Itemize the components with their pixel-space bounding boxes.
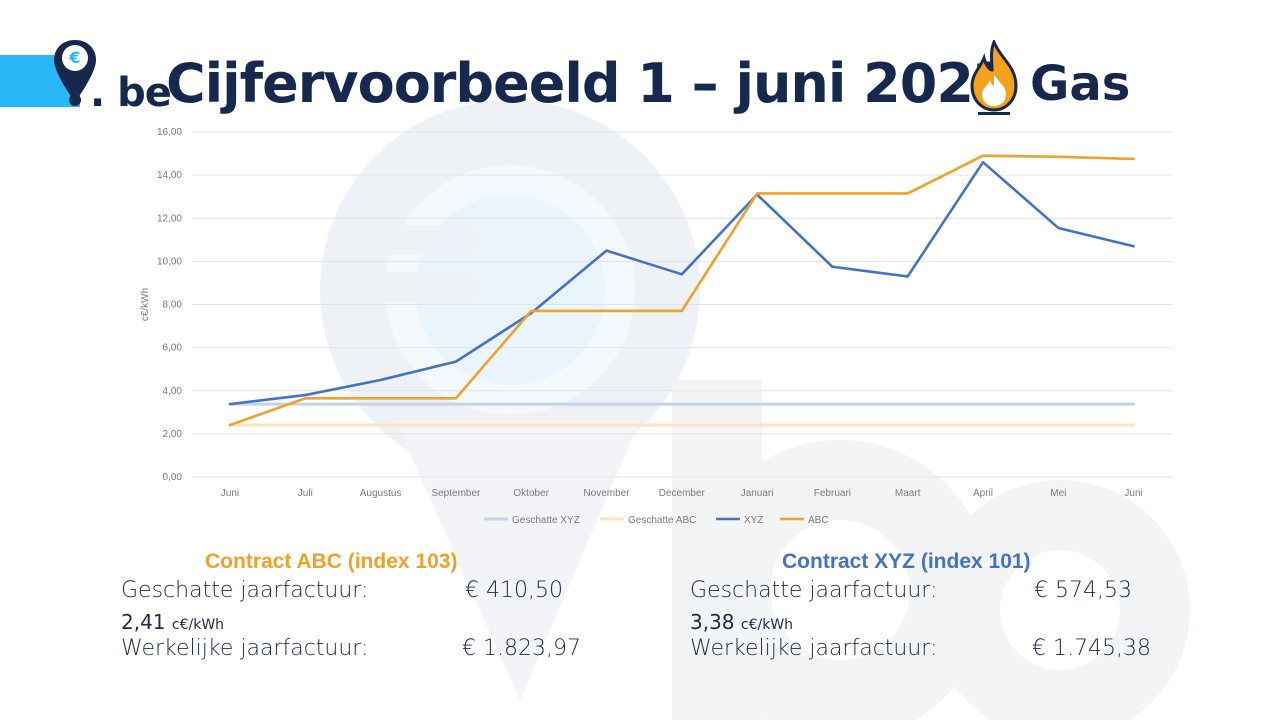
abc-actual-value: € 1.823,97 — [462, 636, 581, 661]
x-tick-label: April — [973, 488, 993, 499]
watermark-euro-bar-bottom — [345, 272, 480, 302]
energy-type-label: Gas — [1030, 56, 1131, 112]
watermark-euro-bar-top — [345, 225, 480, 255]
chart-legend: Geschatte XYZ Geschatte ABC XYZ ABC — [484, 515, 829, 526]
logo-pin-icon: € — [54, 40, 96, 106]
abc-estimated-rate: 2,41 c€/kWh — [121, 610, 224, 634]
chart-grid — [192, 131, 1172, 478]
gas-flame-icon — [970, 40, 1018, 115]
legend-label: ABC — [808, 515, 829, 526]
xyz-estimated-value: € 574,53 — [1034, 578, 1132, 603]
price-line-chart: 0,00 2,00 4,00 6,00 8,00 10,00 12,00 14,00 16,00… — [140, 127, 1172, 526]
watermark-pin-tail — [395, 420, 640, 700]
y-tick-label: 0,00 — [163, 472, 183, 483]
x-tick-label: September — [431, 488, 481, 499]
x-tick-label: Januari — [741, 488, 774, 499]
abc-estimated-label: Geschatte jaarfactuur: — [121, 578, 369, 603]
legend-label: Geschatte XYZ — [512, 515, 580, 526]
y-tick-label: 2,00 — [163, 429, 183, 440]
watermark-b-bowl-hole — [770, 520, 910, 660]
y-tick-label: 4,00 — [163, 386, 183, 397]
svg-text:€: € — [68, 48, 80, 67]
abc-estimated-value: € 410,50 — [465, 578, 563, 603]
x-tick-label: December — [659, 488, 706, 499]
page-title: Cijfervoorbeeld 1 – juni 2022 — [166, 52, 1010, 115]
abc-rate-value: 2,41 — [121, 610, 166, 634]
xyz-actual-label: Werkelijke jaarfactuur: — [690, 636, 938, 661]
x-axis-ticks: Juni Juli Augustus September Oktober November… — [221, 488, 1143, 499]
series-line-xyz — [228, 160, 1135, 406]
x-tick-label: Februari — [814, 488, 851, 499]
x-tick-label: Juni — [1124, 488, 1142, 499]
legend-label: Geschatte ABC — [628, 515, 696, 526]
chart-series — [228, 154, 1136, 427]
abc-rate-unit: c€/kWh — [171, 617, 225, 633]
contract-xyz-heading: Contract XYZ (index 101) — [782, 550, 1031, 573]
xyz-actual-value: € 1.745,38 — [1032, 636, 1151, 661]
x-tick-label: Juli — [298, 488, 313, 499]
xyz-estimated-rate: 3,38 c€/kWh — [690, 610, 793, 634]
xyz-rate-unit: c€/kWh — [740, 617, 794, 633]
series-line-abc — [228, 154, 1135, 427]
y-tick-label: 12,00 — [157, 213, 182, 224]
watermark-e-bowl-hole — [1000, 550, 1120, 670]
logo-text: . be — [90, 70, 172, 116]
x-tick-label: Maart — [895, 488, 921, 499]
abc-actual-label: Werkelijke jaarfactuur: — [121, 636, 369, 661]
y-tick-label: 6,00 — [163, 343, 183, 354]
y-tick-label: 10,00 — [157, 256, 182, 267]
x-tick-label: November — [583, 488, 630, 499]
x-tick-label: Augustus — [360, 488, 402, 499]
y-axis-label: c€/kWh — [140, 288, 151, 321]
y-tick-label: 16,00 — [157, 127, 182, 138]
x-tick-label: Oktober — [513, 488, 549, 499]
y-tick-label: 8,00 — [163, 300, 183, 311]
contract-abc-heading: Contract ABC (index 103) — [205, 550, 458, 573]
y-tick-label: 14,00 — [157, 170, 182, 181]
xyz-rate-value: 3,38 — [690, 610, 735, 634]
y-axis-ticks: 0,00 2,00 4,00 6,00 8,00 10,00 12,00 14,00 16,00 — [157, 127, 182, 483]
xyz-estimated-label: Geschatte jaarfactuur: — [690, 578, 938, 603]
x-tick-label: Juni — [221, 488, 239, 499]
legend-label: XYZ — [744, 515, 763, 526]
x-tick-label: Mei — [1050, 488, 1066, 499]
